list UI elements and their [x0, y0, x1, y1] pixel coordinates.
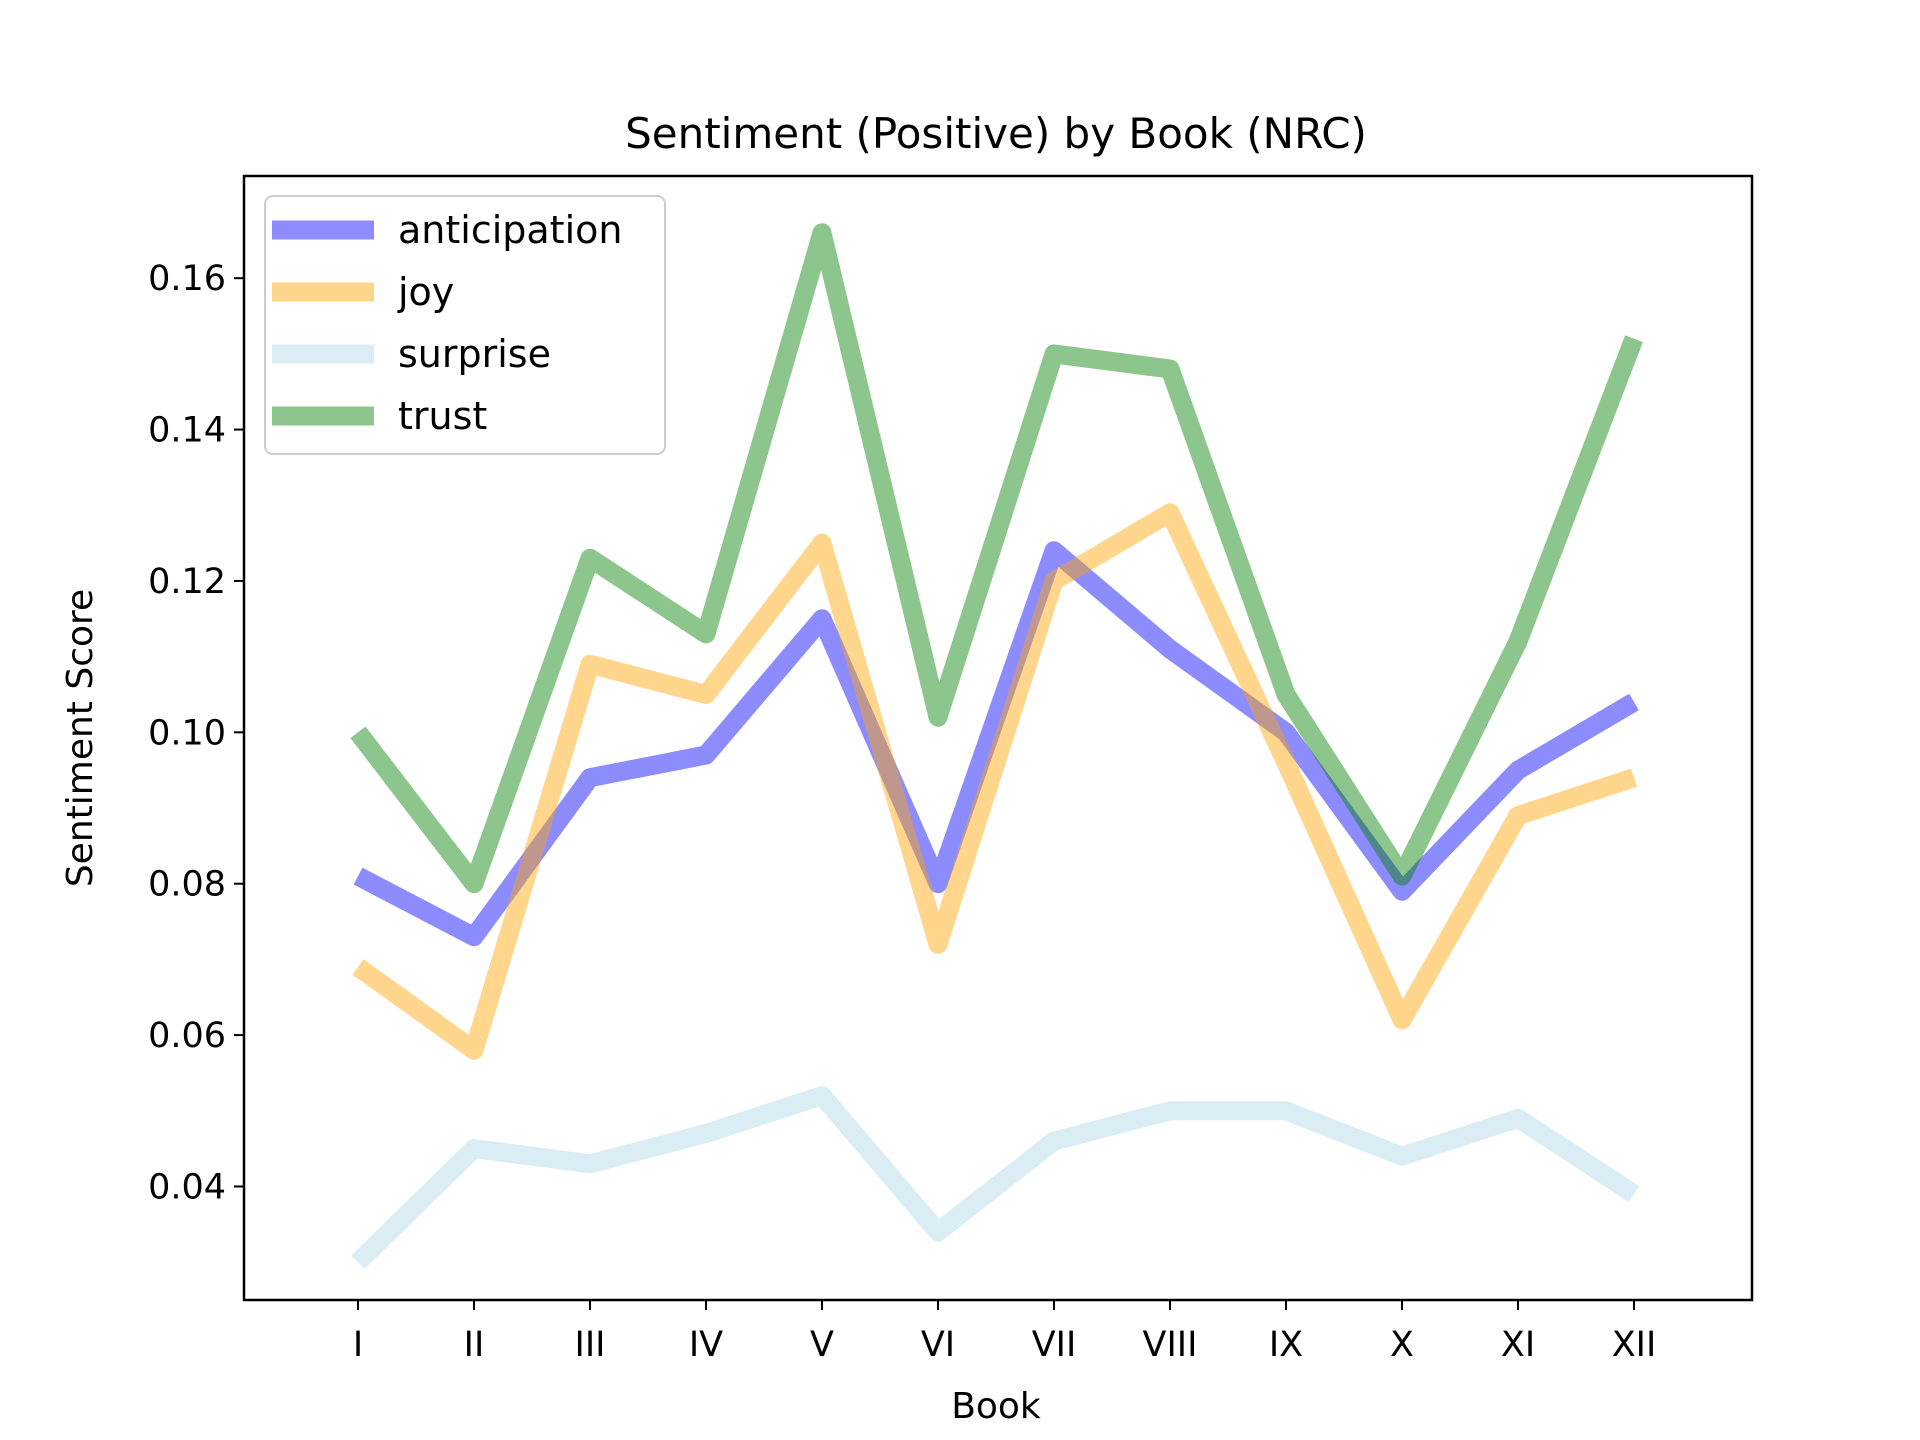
x-tick-label: X — [1390, 1325, 1414, 1365]
x-tick-label: V — [810, 1325, 834, 1365]
legend-items: anticipation joy surprise trust — [272, 208, 622, 438]
y-tick-label: 0.14 — [148, 411, 226, 451]
x-axis-label: Book — [951, 1386, 1041, 1427]
legend-frame — [264, 195, 666, 455]
legend-label-anticipation: anticipation — [398, 208, 622, 252]
x-tick-label: IV — [689, 1325, 723, 1365]
y-tick-label: 0.08 — [148, 865, 226, 905]
y-tick-label: 0.12 — [148, 562, 226, 602]
x-tick-label: II — [464, 1325, 485, 1365]
x-tick-label: IX — [1269, 1325, 1303, 1365]
chart-title: Sentiment (Positive) by Book (NRC) — [625, 109, 1367, 158]
x-tick-label: III — [575, 1325, 606, 1365]
y-tick-label: 0.06 — [148, 1016, 226, 1056]
x-tick-label: VIII — [1143, 1325, 1198, 1365]
y-axis-label: Sentiment Score — [60, 589, 101, 887]
series-line-surprise — [351, 1086, 1640, 1269]
x-tick-label: I — [353, 1325, 363, 1365]
y-tick-label: 0.10 — [148, 713, 226, 753]
legend-label-joy: joy — [397, 270, 454, 314]
series-line-trust — [350, 223, 1643, 894]
legend: anticipation joy surprise trust — [264, 195, 666, 455]
x-tick-label: XI — [1501, 1325, 1535, 1365]
series-line-anticipation — [353, 541, 1639, 947]
x-axis: I II III IV V VI VII VIII IX X XI XII — [353, 1300, 1656, 1365]
y-tick-label: 0.04 — [148, 1167, 226, 1207]
y-axis: 0.04 0.06 0.08 0.10 0.12 0.14 0.16 — [148, 259, 244, 1207]
series-line-joy — [352, 503, 1637, 1060]
x-tick-label: XII — [1612, 1325, 1657, 1365]
y-tick-label: 0.16 — [148, 259, 226, 299]
x-tick-label: VI — [921, 1325, 955, 1365]
legend-label-surprise: surprise — [398, 332, 551, 376]
legend-label-trust: trust — [398, 394, 487, 438]
series-layer — [350, 223, 1643, 1269]
x-tick-label: VII — [1032, 1325, 1077, 1365]
plot-area-frame — [242, 174, 1754, 1302]
